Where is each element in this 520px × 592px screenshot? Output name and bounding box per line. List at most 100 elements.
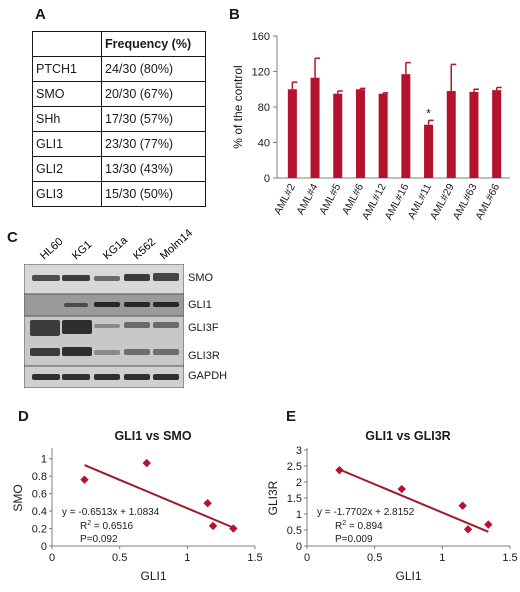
lane-label: KG1 (70, 239, 94, 262)
superscript-2: 2 (87, 520, 91, 527)
x-tick-label: 1 (439, 552, 445, 564)
scatter-chart-gli1-vs-smo: GLI1 vs SMO 0 0.2 0.4 0.6 0.8 1 0 0.5 1 1.5 GLI1 SMO… (11, 429, 263, 583)
data-point (142, 458, 151, 468)
x-axis-title: GLI1 (395, 569, 421, 583)
regression-equation: y = -1.7702x + 2.8152 (317, 507, 415, 518)
y-tick-label: 0 (296, 541, 302, 553)
x-tick-label: 1.5 (502, 552, 517, 564)
y-tick-label: 2 (296, 477, 302, 489)
p-value: P=0.009 (335, 534, 373, 545)
frequency-cell: 24/30 (80%) (101, 56, 206, 82)
data-point (397, 484, 406, 494)
r-label: R (80, 521, 87, 532)
y-axis-title: SMO (11, 484, 25, 511)
blot-lane-labels: HL60 KG1 KG1a K562 Molm14 (38, 227, 195, 262)
bar (469, 91, 479, 178)
data-point (458, 501, 467, 510)
panel-label-c: C (7, 229, 18, 246)
blot-gapdh (24, 366, 184, 388)
table-row: GLI2 13/30 (43%) (32, 156, 206, 182)
regression-equation: y = -0.6513x + 1.0834 (62, 507, 160, 518)
bar (333, 93, 343, 178)
lane-label: K562 (131, 236, 158, 262)
trendline (339, 468, 489, 533)
trendline (84, 464, 234, 529)
x-tick-label: 0.5 (367, 552, 382, 564)
table-row: GLI3 15/30 (50%) (32, 181, 206, 207)
frequency-cell: 15/30 (50%) (101, 181, 206, 207)
y-tick-label: 120 (252, 67, 270, 79)
table-row: SMO 20/30 (67%) (32, 81, 206, 107)
gene-cell: GLI2 (32, 156, 102, 182)
band-label-smo: SMO (188, 272, 214, 284)
panel-label-e: E (286, 408, 297, 425)
bar (492, 90, 502, 178)
bar (378, 93, 388, 178)
y-tick-label: 3 (296, 445, 302, 457)
lane-label: HL60 (38, 236, 66, 262)
x-tick-label: 1.5 (247, 552, 262, 564)
frequency-cell: 20/30 (67%) (101, 81, 206, 107)
data-point (463, 525, 473, 534)
r-squared-label: R2 = 0.894 (335, 520, 383, 532)
panel-label-a: A (35, 6, 46, 23)
band-label-gli3r: GLI3R (188, 350, 220, 362)
lane-label: KG1a (101, 234, 131, 262)
bar (355, 89, 365, 178)
frequency-cell: 17/30 (57%) (101, 106, 206, 132)
r-label: R (335, 521, 342, 532)
bar (287, 89, 297, 178)
blot-gli1 (24, 294, 184, 316)
bar (424, 124, 434, 178)
y-axis-title: GLI3R (266, 480, 280, 515)
frequency-cell: 23/30 (77%) (101, 131, 206, 157)
table-row: GLI1 23/30 (77%) (32, 131, 206, 157)
gene-cell: SMO (32, 81, 102, 107)
band-label-gapdh: GAPDH (188, 370, 228, 382)
y-tick-label: 40 (258, 138, 270, 150)
chart-title: GLI1 vs GLI3R (365, 429, 450, 443)
superscript-2: 2 (342, 520, 346, 527)
y-tick-label: 2.5 (287, 461, 302, 473)
r-squared-value: = 0.6516 (91, 521, 133, 532)
bar (310, 77, 320, 178)
panel-label-b: B (229, 6, 240, 23)
y-tick-label: 80 (258, 102, 270, 114)
blot-gli3 (24, 316, 184, 366)
data-point (80, 475, 89, 484)
blot-smo (24, 264, 184, 294)
table-row: PTCH1 24/30 (80%) (32, 56, 206, 82)
y-tick-label: 0 (264, 173, 270, 185)
y-tick-label: 1.5 (287, 493, 302, 505)
table-row: SHh 17/30 (57%) (32, 106, 206, 132)
x-axis-title: GLI1 (140, 569, 166, 583)
x-tick-label: 0.5 (112, 552, 127, 564)
table-header-row: Frequency (%) (32, 31, 206, 57)
data-point (335, 465, 344, 475)
r-squared-value: = 0.894 (346, 521, 383, 532)
y-tick-label: 0.4 (32, 506, 47, 518)
data-point (208, 521, 218, 531)
frequency-cell: 13/30 (43%) (101, 156, 206, 182)
table-header-cell: Frequency (%) (101, 31, 206, 57)
panel-label-d: D (18, 408, 29, 425)
y-tick-label: 0.2 (32, 524, 47, 536)
frequency-table: Frequency (%) PTCH1 24/30 (80%) SMO 20/3… (32, 31, 206, 207)
r-squared-label: R2 = 0.6516 (80, 520, 134, 532)
band-label-gli3f: GLI3F (188, 322, 219, 334)
y-tick-label: 1 (296, 509, 302, 521)
y-tick-label: 0 (41, 541, 47, 553)
data-point (203, 499, 212, 508)
y-tick-label: 0.6 (32, 489, 47, 501)
y-tick-label: 1 (41, 454, 47, 466)
significance-marker: * (426, 106, 431, 120)
p-value: P=0.092 (80, 534, 118, 545)
x-tick-label: 0 (304, 552, 310, 564)
gene-cell: GLI1 (32, 131, 102, 157)
gene-cell: SHh (32, 106, 102, 132)
x-tick-label: 1 (184, 552, 190, 564)
y-tick-label: 160 (252, 31, 270, 43)
bar (401, 74, 411, 178)
y-axis-title: % of the control (231, 65, 245, 148)
